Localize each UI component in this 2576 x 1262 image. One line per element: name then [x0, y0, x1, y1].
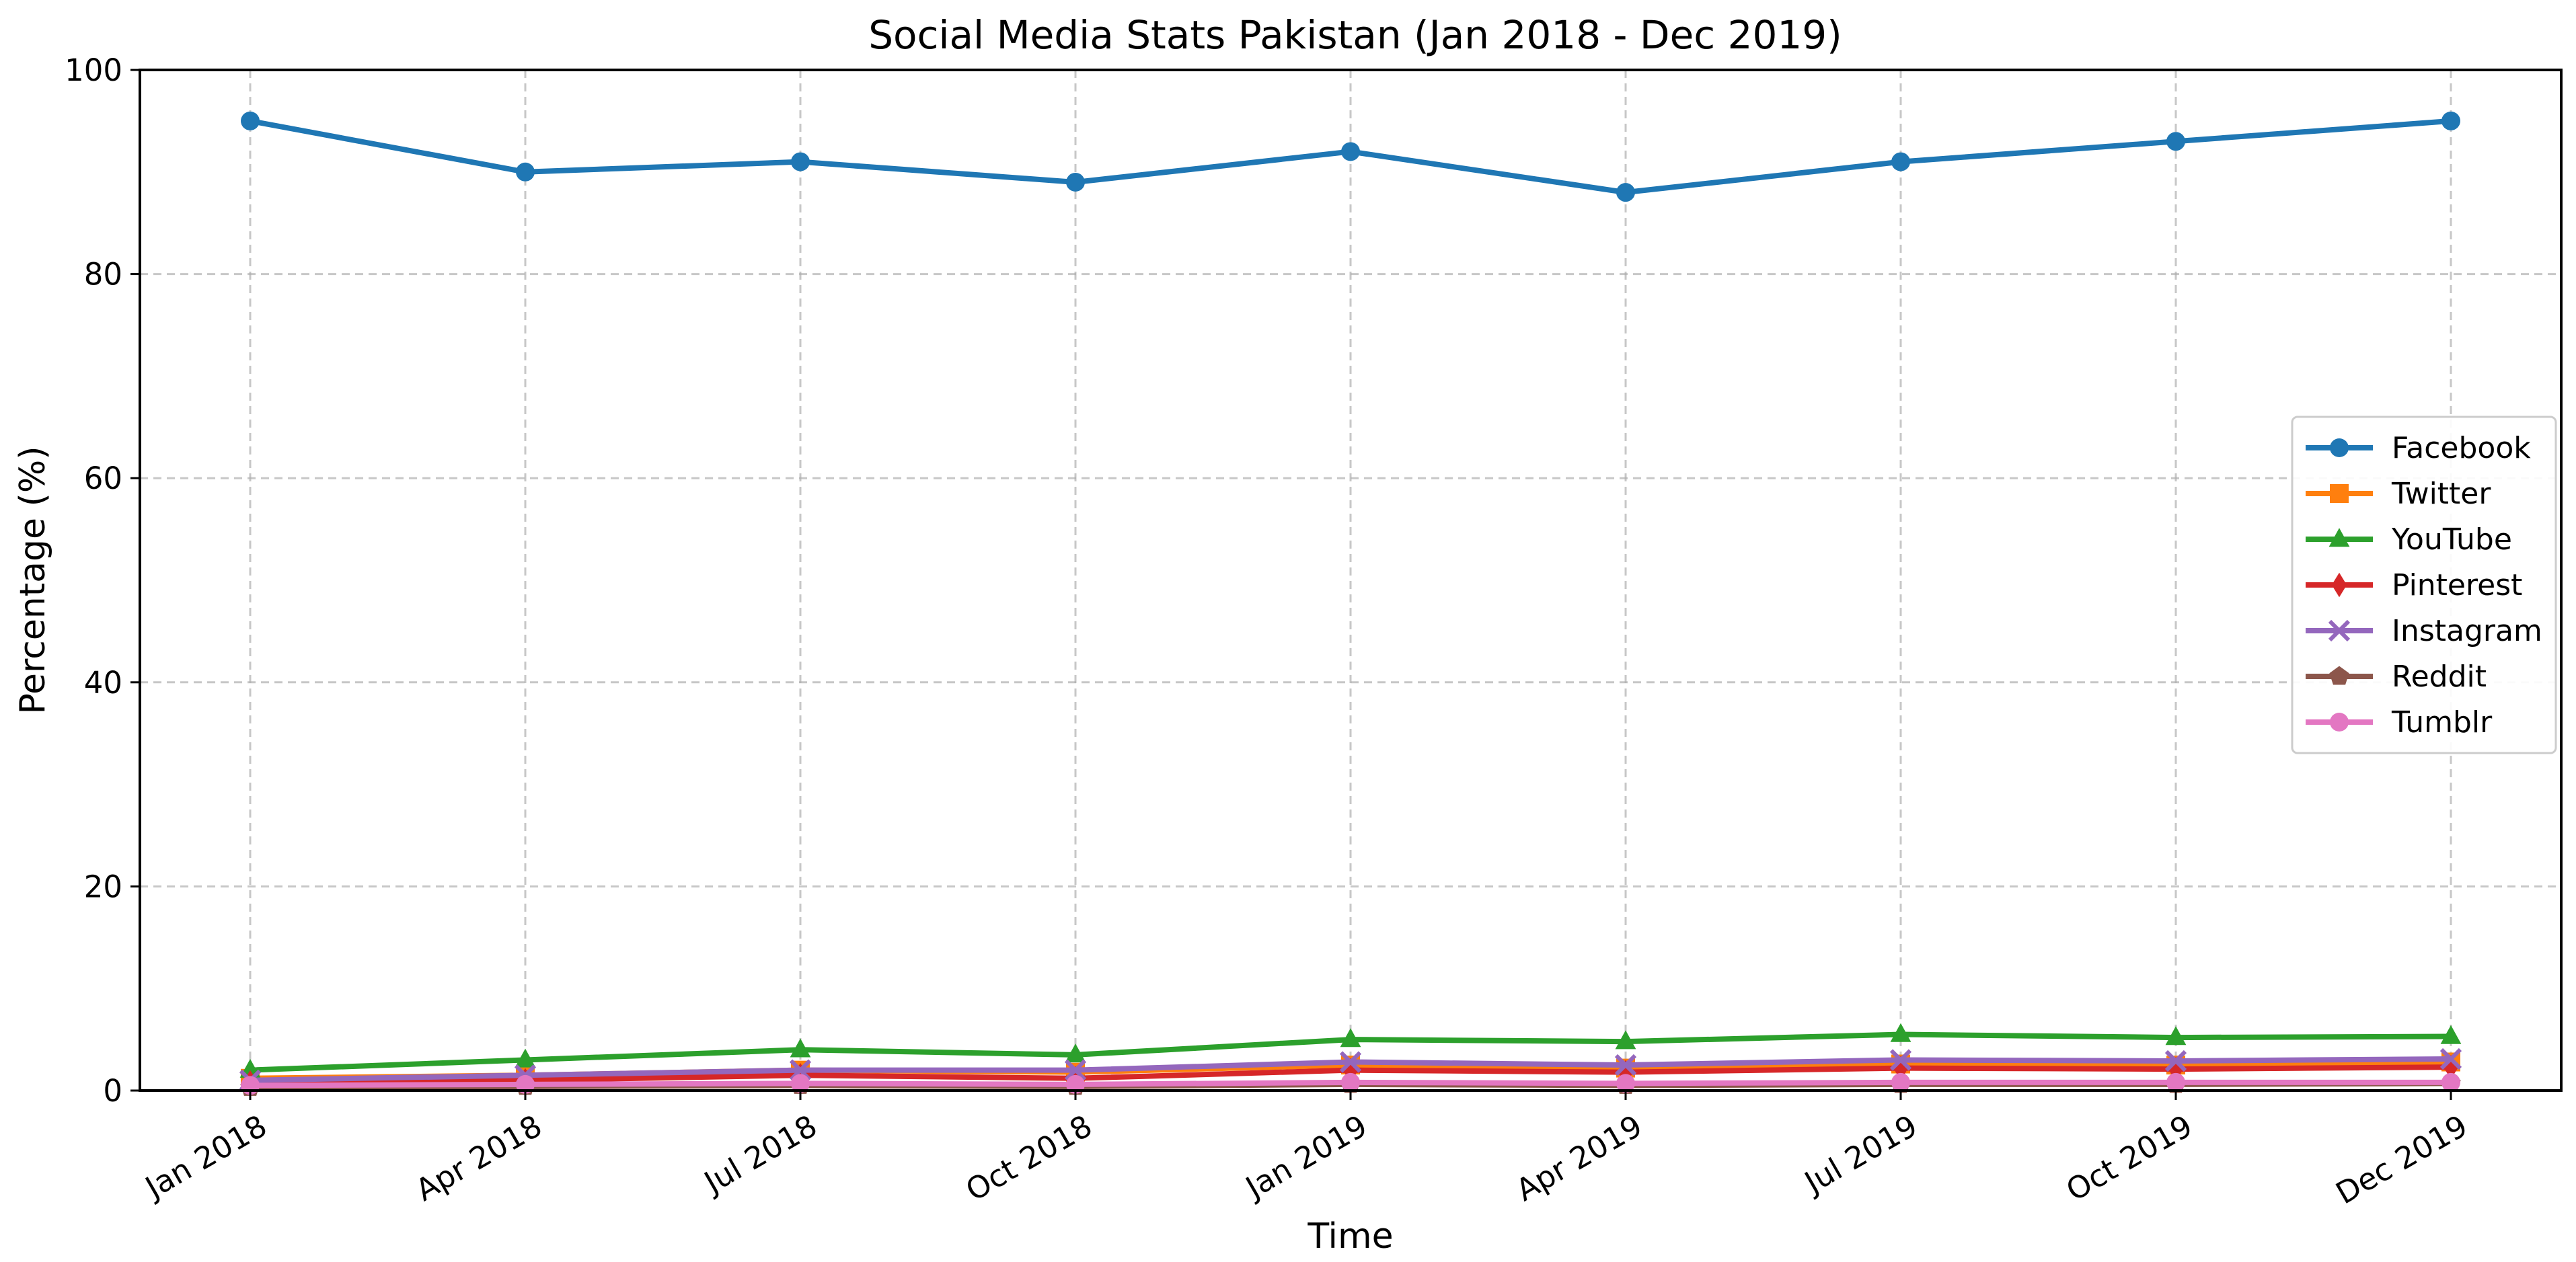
legend-marker: [2331, 572, 2347, 598]
y-tick-label: 60: [84, 461, 122, 496]
youtube-point: [790, 1038, 811, 1058]
y-tick-label: 40: [84, 665, 122, 701]
legend-item-pinterest: Pinterest: [2306, 568, 2522, 602]
tumblr-point: [1066, 1074, 1085, 1094]
legend-item-tumblr: Tumblr: [2306, 705, 2493, 740]
y-axis: 0 20 40 60 80 100: [65, 52, 140, 1109]
x-tick-label: Apr 2019: [1510, 1108, 1648, 1208]
legend-marker: [2328, 528, 2350, 547]
legend-item-instagram: Instagram: [2306, 614, 2542, 648]
legend: Facebook Twitter YouTube Pinterest Instagram…: [2291, 416, 2557, 754]
tumblr-point: [2166, 1072, 2185, 1092]
legend-label: Tumblr: [2391, 705, 2493, 740]
facebook-point: [1066, 172, 1085, 192]
facebook-point: [2441, 111, 2460, 130]
tumblr-point: [2441, 1072, 2460, 1092]
pinterest-point: [2168, 1056, 2184, 1082]
y-tick-label: 0: [103, 1073, 122, 1109]
grid-lines: [140, 69, 2561, 1092]
y-axis-label: Percentage (%): [13, 446, 53, 714]
youtube-point: [1340, 1028, 1361, 1048]
youtube-point: [1890, 1023, 1911, 1042]
series-tumblr: [241, 1072, 2460, 1095]
legend-marker: [2330, 484, 2349, 503]
tumblr-point: [791, 1074, 810, 1093]
instagram-point: [1339, 1051, 1362, 1073]
facebook-point: [241, 111, 260, 130]
legend-label: YouTube: [2391, 522, 2512, 557]
pinterest-point: [1893, 1056, 1909, 1080]
instagram-point: [1889, 1049, 1912, 1071]
x-tick-label: Oct 2019: [2060, 1108, 2198, 1208]
legend-marker: [2330, 438, 2349, 457]
pinterest-point: [2443, 1054, 2459, 1080]
x-tick-label: Dec 2019: [2330, 1108, 2473, 1212]
facebook-point: [1616, 183, 1635, 202]
instagram-point: [2439, 1048, 2462, 1070]
legend-marker: [2328, 619, 2351, 642]
x-tick-label: Jan 2019: [1238, 1108, 1373, 1207]
facebook-point: [1891, 152, 1910, 171]
series-youtube: [239, 1023, 2462, 1078]
x-tick-label: Jan 2018: [138, 1108, 273, 1207]
x-axis-label: Time: [1307, 1216, 1393, 1257]
x-tick-label: Apr 2018: [410, 1108, 547, 1208]
legend-item-youtube: YouTube: [2306, 522, 2512, 557]
instagram-point: [2164, 1050, 2187, 1072]
x-axis: Jan 2018 Apr 2018 Jul 2018 Oct 2018 Jan 2019…: [138, 1091, 2474, 1211]
youtube-point: [1615, 1030, 1636, 1050]
legend-label: Reddit: [2392, 660, 2487, 694]
tumblr-point: [1891, 1072, 1910, 1092]
tumblr-point: [516, 1074, 535, 1094]
legend-item-facebook: Facebook: [2306, 431, 2531, 465]
legend-box: [2291, 416, 2557, 754]
legend-label: Instagram: [2392, 614, 2542, 648]
chart-title: Social Media Stats Pakistan (Jan 2018 - …: [868, 12, 1842, 58]
x-tick-label: Jul 2019: [1797, 1108, 1924, 1201]
legend-label: Twitter: [2391, 477, 2491, 511]
series-facebook: [241, 111, 2460, 202]
instagram-point: [1614, 1054, 1637, 1076]
youtube-point: [515, 1048, 536, 1068]
facebook-point: [791, 152, 810, 171]
legend-label: Facebook: [2392, 431, 2531, 465]
y-tick-label: 80: [84, 257, 122, 292]
youtube-point: [1065, 1043, 1086, 1063]
legend-item-reddit: Reddit: [2306, 660, 2487, 694]
tumblr-point: [1341, 1072, 1360, 1092]
youtube-point: [2165, 1026, 2187, 1046]
x-tick-label: Jul 2018: [697, 1108, 823, 1201]
pinterest-point: [1618, 1060, 1634, 1084]
y-tick-label: 20: [84, 869, 122, 904]
facebook-point: [516, 162, 535, 182]
instagram-point: [1064, 1059, 1087, 1081]
facebook-point: [1341, 142, 1360, 161]
legend-marker: [2330, 713, 2349, 732]
facebook-point: [2166, 132, 2185, 151]
series-layer: [239, 111, 2462, 1096]
legend-marker: [2329, 666, 2349, 685]
legend-label: Pinterest: [2392, 568, 2522, 602]
youtube-point: [2440, 1025, 2462, 1044]
legend-item-twitter: Twitter: [2306, 477, 2491, 511]
x-tick-label: Oct 2018: [960, 1108, 1098, 1208]
y-tick-label: 100: [65, 52, 122, 88]
tumblr-point: [1616, 1074, 1635, 1093]
